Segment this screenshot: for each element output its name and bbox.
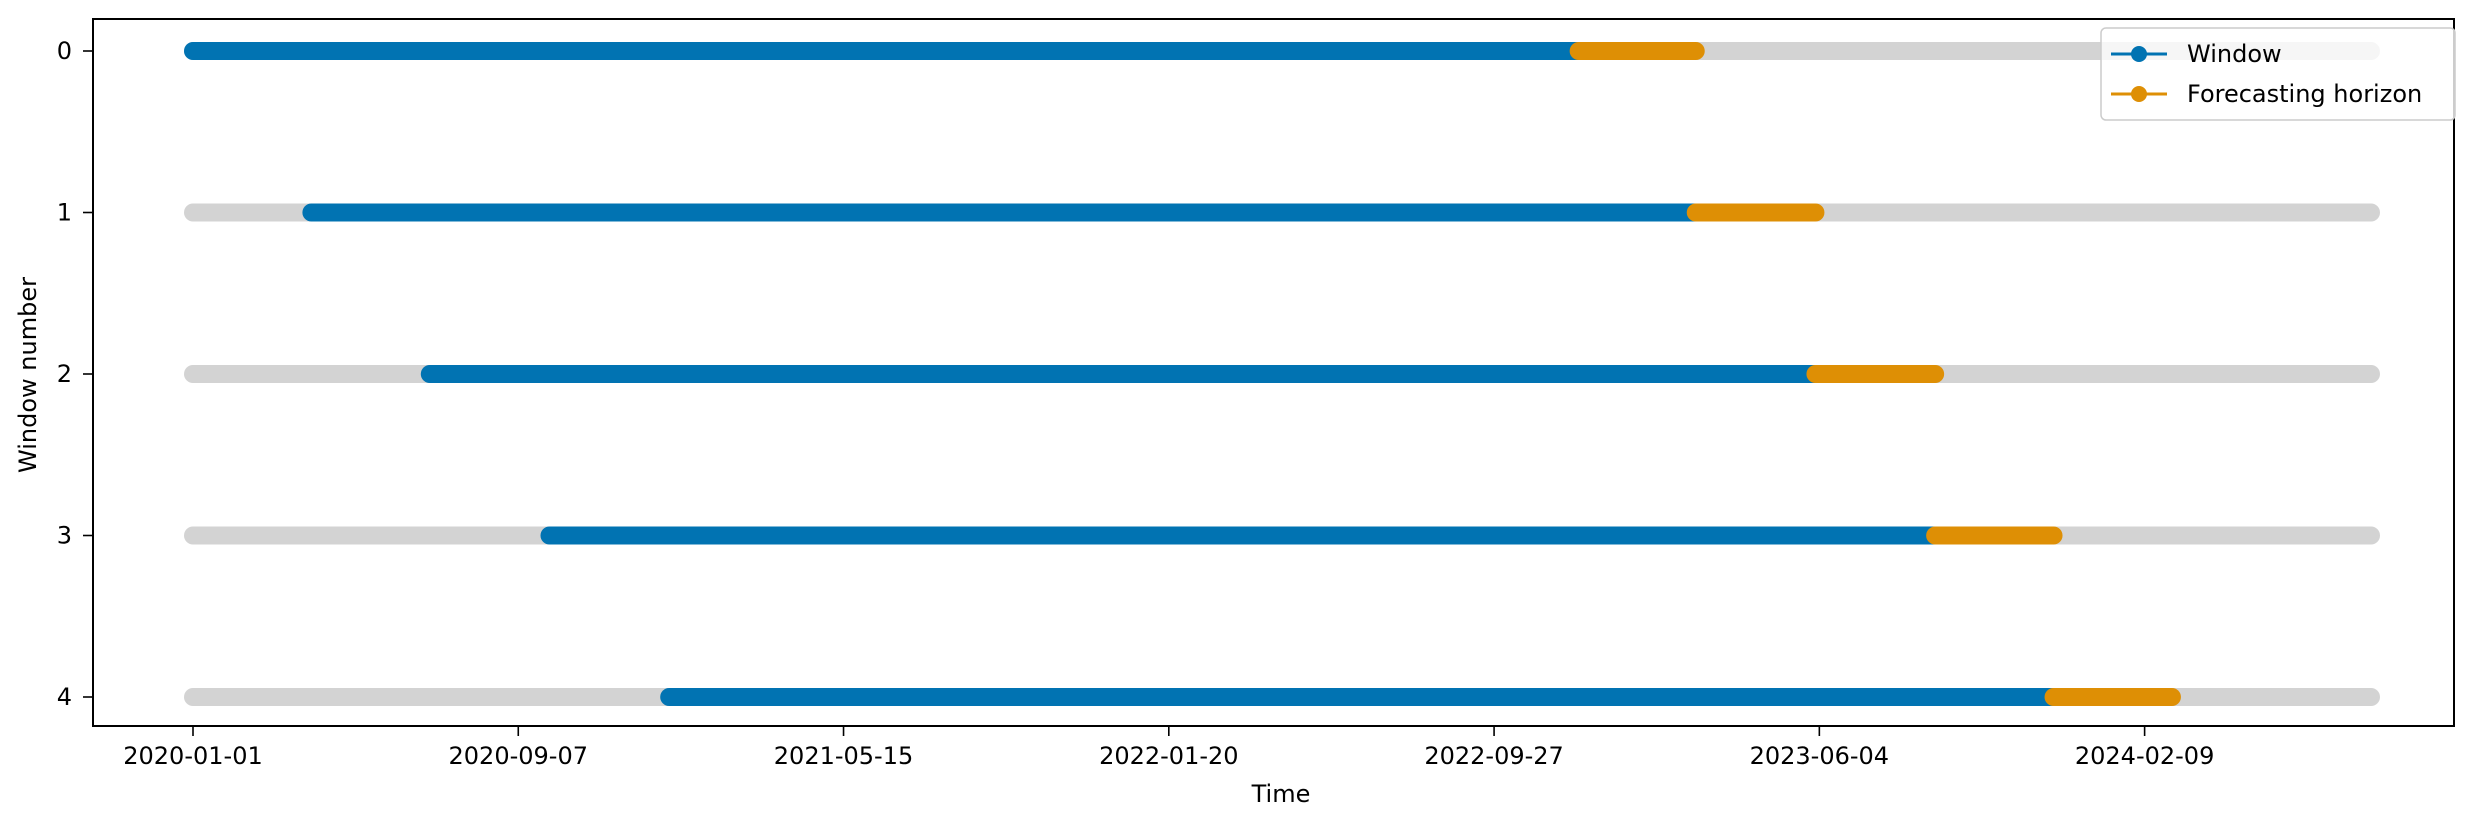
plot-frame xyxy=(92,18,2455,727)
legend-window-label: Window xyxy=(2187,40,2282,68)
y-axis-label: Window number xyxy=(14,277,42,473)
x-axis-label: Time xyxy=(1251,780,1311,808)
x-tick-label: 2020-09-07 xyxy=(449,742,588,770)
x-ticks: 2020-01-01 2020-09-07 2021-05-15 2022-01-20… xyxy=(123,726,2214,770)
legend-horizon-label: Forecasting horizon xyxy=(2187,80,2422,108)
y-tick-label: 0 xyxy=(57,37,72,65)
x-tick-label: 2021-05-15 xyxy=(774,742,913,770)
legend-horizon-marker xyxy=(2131,86,2147,102)
x-tick-label: 2022-01-20 xyxy=(1099,742,1238,770)
x-tick-label: 2023-06-04 xyxy=(1750,742,1889,770)
legend-box xyxy=(2100,27,2456,121)
legend-window-marker xyxy=(2131,46,2147,62)
y-tick-label: 4 xyxy=(57,683,72,711)
x-tick-label: 2020-01-01 xyxy=(123,742,262,770)
x-tick-label: 2022-09-27 xyxy=(1424,742,1563,770)
y-tick-label: 1 xyxy=(57,199,72,227)
y-tick-label: 2 xyxy=(57,360,72,388)
y-tick-label: 3 xyxy=(57,522,72,550)
x-tick-label: 2024-02-09 xyxy=(2075,742,2214,770)
y-ticks: 0 1 2 3 4 xyxy=(57,37,93,711)
series-layer xyxy=(184,42,2380,706)
legend: Window Forecasting horizon xyxy=(2100,27,2456,121)
